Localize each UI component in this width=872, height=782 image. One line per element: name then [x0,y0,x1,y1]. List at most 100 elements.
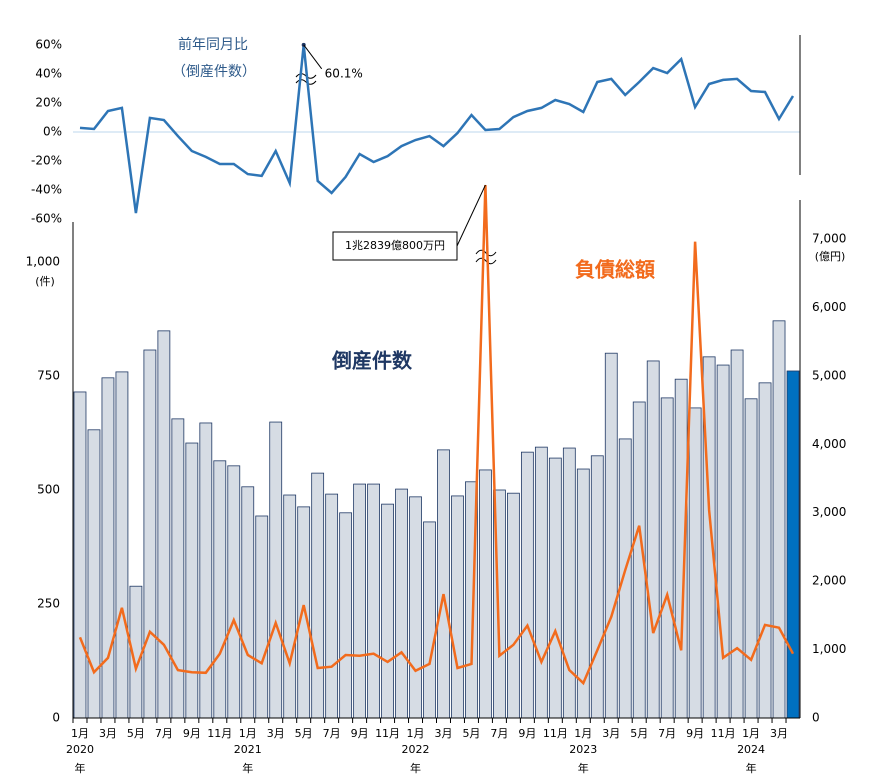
bar [213,460,227,719]
y2-tick-label: 1,000 [812,642,846,656]
bar [744,398,758,719]
bar [786,370,800,719]
bar [660,397,674,719]
x-tick-label: 5月 [462,727,480,740]
bar [339,512,353,719]
x-year-suffix: 年 [578,761,589,775]
x-year-suffix: 年 [410,761,421,775]
x-tick-label: 1月 [239,727,257,740]
y2-tick-label: 5,000 [812,368,846,382]
y2-tick-label: 6,000 [812,300,846,314]
bar [507,492,520,719]
x-year-suffix: 年 [746,761,757,775]
bar [451,495,464,719]
y-tick-label: -20% [31,154,62,168]
bar [618,438,632,719]
x-tick-label: 11月 [375,727,400,740]
x-tick-label: 3月 [434,727,452,740]
bar [548,457,562,719]
x-tick-label: 3月 [602,727,620,740]
x-tick-label: 11月 [207,727,232,740]
x-year-label: 2024 [737,743,765,756]
leader-line [303,44,323,70]
bar [157,330,171,719]
bar [185,442,199,719]
line [79,44,795,214]
bar [171,418,185,719]
chart-title: 前年同月比 [178,36,248,53]
bar [143,349,157,719]
x-tick-label: 9月 [686,727,704,740]
bar [604,352,618,719]
chart-subtitle: （倒産件数） [172,64,256,80]
x-tick-label: 1月 [407,727,425,740]
bar [73,391,87,719]
x-tick-label: 7月 [658,727,676,740]
y-tick-label: 40% [35,67,62,81]
x-tick-label: 5月 [295,727,313,740]
bar [101,377,115,719]
x-year-label: 2023 [569,743,597,756]
x-tick-label: 9月 [351,727,369,740]
x-tick-label: 1月 [71,727,89,740]
x-tick-label: 3月 [267,727,285,740]
series-label: 負債総額 [575,258,655,282]
y-tick-label: 60% [35,38,62,52]
x-tick-label: 3月 [99,727,117,740]
x-tick-label: 11月 [711,727,736,740]
x-year-label: 2021 [234,743,262,756]
bar [381,503,394,719]
x-tick-label: 7月 [155,727,173,740]
y2-tick-label: 3,000 [812,505,846,519]
y-tick-label: 500 [37,483,60,497]
y-tick-label: 0 [52,711,60,725]
y-tick-label: 1,000 [26,255,60,269]
x-year-suffix: 年 [242,761,253,775]
bar [87,429,101,719]
annotation: 1兆2839億800万円 [345,239,445,252]
x-tick-label: 7月 [490,727,508,740]
y-tick-label: -60% [31,212,62,226]
bar [423,521,436,719]
bar [241,486,255,719]
bar [758,382,772,719]
x-year-label: 2022 [402,743,430,756]
bar [772,320,786,719]
y2-tick-label: 7,000 [812,232,846,246]
y2-tick-label: 0 [812,711,820,725]
x-tick-label: 11月 [543,727,568,740]
bar [255,515,269,719]
bar [590,455,604,719]
x-tick-label: 5月 [630,727,648,740]
annotation-box [332,231,458,261]
line [78,184,795,686]
y-tick-label: -40% [31,183,62,197]
bar [283,494,297,719]
y2-axis-unit: (億円) [815,250,846,263]
x-tick-label: 7月 [323,727,341,740]
bar [688,407,702,719]
bar [479,469,492,719]
y2-tick-label: 4,000 [812,437,846,451]
bar [520,451,534,719]
bar [437,449,450,719]
leader-line [456,184,486,247]
y-tick-label: 0% [43,125,62,139]
bar [311,472,325,719]
bar [730,349,744,719]
bar [716,364,730,719]
bar [646,360,660,719]
x-year-suffix: 年 [74,761,85,775]
x-tick-label: 3月 [770,727,788,740]
bar [269,421,283,719]
x-tick-label: 9月 [183,727,201,740]
bar [562,447,576,719]
bar [227,465,241,719]
bar [297,506,311,719]
series-label: 倒産件数 [331,349,413,373]
x-tick-label: 9月 [518,727,536,740]
bar [115,371,129,719]
x-tick-label: 5月 [127,727,145,740]
x-tick-label: 1月 [742,727,760,740]
